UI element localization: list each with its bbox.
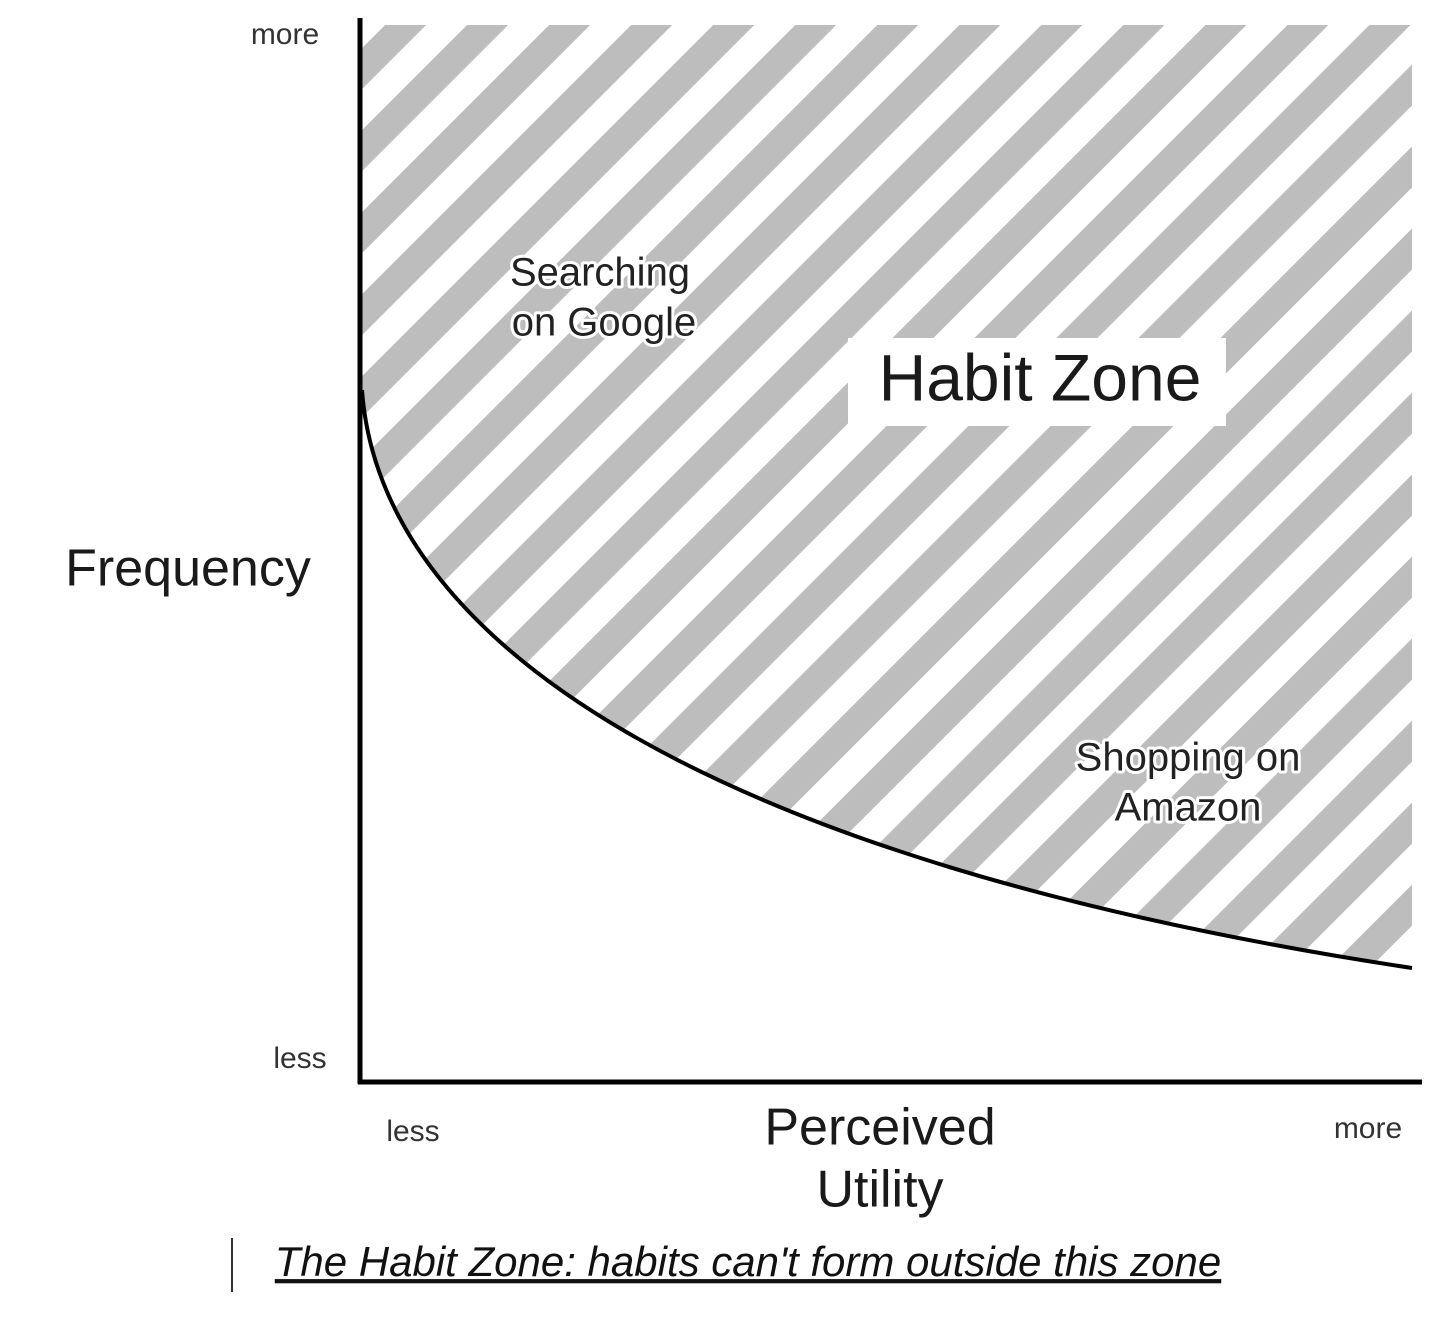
zone-label: Habit Zone [879,340,1202,414]
example-label: Searching [510,251,690,295]
example-label: Amazon [1115,786,1262,830]
habit-curve [360,389,1413,970]
y-axis-title: Frequency [65,540,311,598]
x-axis-right-label: more [1334,1112,1402,1145]
x-axis-title: Utility [816,1161,943,1219]
habit-zone-area [362,25,1412,968]
example-label: on Google [512,301,697,345]
x-axis-title: Perceived [764,1099,995,1157]
x-axis-left-label: less [386,1115,439,1148]
zone-label-box [848,338,1226,426]
example-label: Shopping on [1076,736,1301,780]
y-axis-top-label: more [251,18,319,51]
caption: The Habit Zone: habits can't form outsid… [275,1238,1222,1285]
y-axis-bottom-label: less [273,1042,326,1075]
